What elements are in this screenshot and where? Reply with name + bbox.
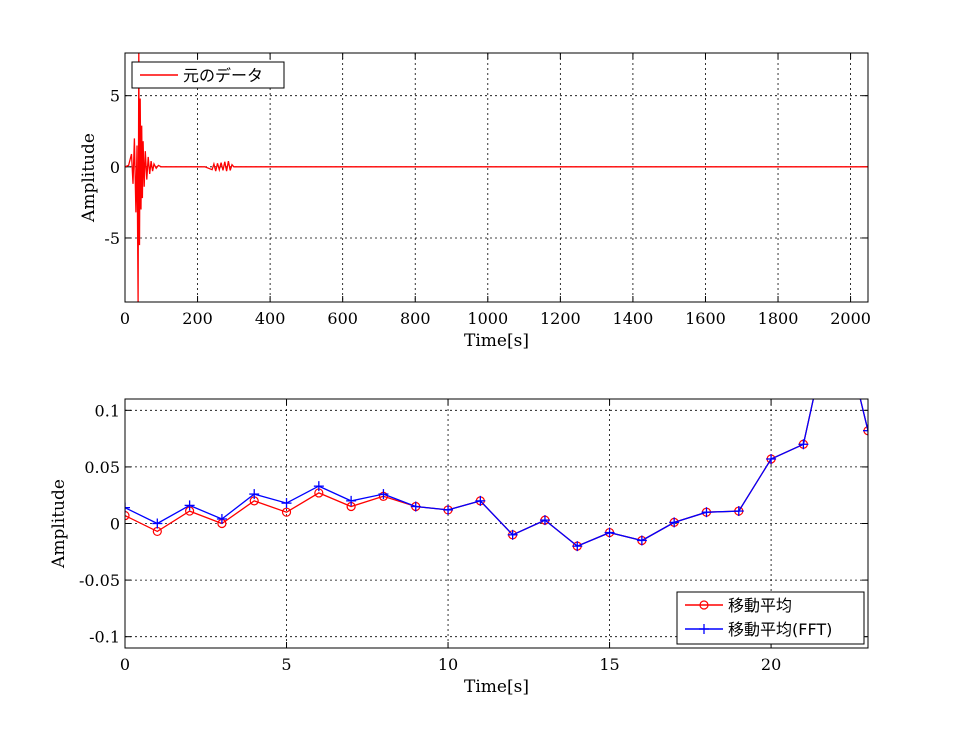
data-point [125,510,130,521]
chart-1: 0 200 400 600 800 1000 1200 1400 1600 1800 2000 -5 0… [79,52,871,351]
x-tick-label: 400 [255,309,286,328]
data-point [184,500,195,511]
plot-frame [124,398,869,649]
x-tick-label: 600 [327,309,358,328]
data-point [701,507,712,518]
plot-frame [124,52,869,303]
y-tick-label: -5 [104,229,120,248]
series-group [125,53,868,302]
y-tick-label: 0 [110,515,120,534]
y-tick-label: -0.1 [89,628,120,647]
x-axis-label: Time[s] [464,677,529,697]
data-point [216,513,227,524]
legend-box [676,591,865,645]
legend-label: 移動平均(FFT) [728,620,832,639]
x-tick-label: 1800 [758,309,799,328]
data-point [669,517,680,528]
data-point [539,515,550,526]
x-tick-label: 2000 [830,309,871,328]
data-point [863,425,868,436]
data-point [636,535,647,546]
x-axis-label: Time[s] [464,331,529,351]
legend: 元のデータ [131,61,285,89]
data-point [507,529,518,540]
x-tick-label: 0 [120,655,130,674]
series-line [125,53,868,302]
x-tick-label: 1600 [685,309,726,328]
chart-2: 0 5 10 15 20 -0.1 -0.05 0 0.05 0.1 Time[s] Amplitud… [49,398,869,697]
data-point [798,439,809,450]
data-point [766,453,777,464]
series-group [125,399,868,552]
y-tick-label: 0.05 [84,458,120,477]
data-point [443,504,454,515]
data-point [152,518,163,529]
legend-label: 元のデータ [183,66,263,85]
legend-box [131,61,285,89]
data-point [346,495,357,506]
y-tick-label: 0.1 [95,401,120,420]
y-tick-label: 0 [110,158,120,177]
x-tick-label: 15 [599,655,619,674]
x-tick-label: 200 [182,309,213,328]
legend-entry: 元のデータ [140,66,263,85]
data-point [125,502,130,513]
y-tick-label: -0.05 [79,571,120,590]
legend-marker [699,600,709,610]
data-point [313,481,324,492]
data-point [475,495,486,506]
x-tick-label: 1000 [467,309,508,328]
x-tick-label: 1200 [540,309,581,328]
plot-area [125,53,868,302]
y-tick-label: 5 [110,87,120,106]
x-tick-label: 1400 [613,309,654,328]
data-point [281,507,292,517]
x-tick-label: 0 [120,309,130,328]
series-line [125,399,868,547]
legend-label: 移動平均 [728,596,792,615]
x-tick-label: 10 [438,655,458,674]
y-axis-label: Amplitude [49,479,69,569]
y-axis-label: Amplitude [79,133,99,223]
legend-entry: 移動平均 [685,596,792,615]
data-point [281,498,292,509]
data-point [378,489,389,500]
data-point [249,489,260,500]
x-tick-label: 5 [281,655,291,674]
legend-entry: 移動平均(FFT) [685,620,832,639]
x-tick-label: 20 [761,655,781,674]
x-tick-label: 800 [400,309,431,328]
data-point [733,506,744,517]
data-point [572,541,583,552]
data-point [410,501,421,512]
data-point [604,527,615,538]
